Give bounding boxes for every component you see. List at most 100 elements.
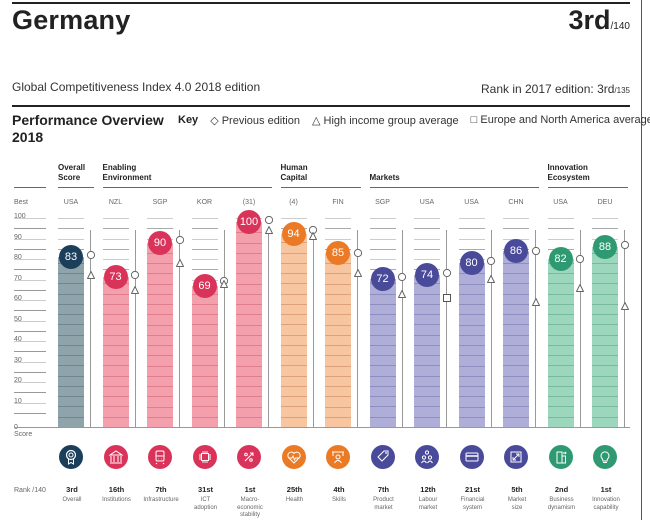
bar-stripe: [369, 416, 396, 418]
bar-stripe: [280, 303, 307, 305]
gridline: [14, 259, 46, 260]
bar-stripe: [369, 303, 396, 305]
bar-stripe: [58, 314, 84, 316]
bar-stripe: [458, 304, 485, 305]
high-income-average-marker: [86, 271, 95, 280]
bar-stripe: [325, 273, 351, 275]
bar-stripe: [503, 396, 529, 398]
bar: [547, 258, 574, 427]
bar-stripe: [236, 263, 262, 264]
legend-key-label: Key: [178, 114, 199, 126]
heart-pillar-badge: [281, 445, 306, 469]
bar-stripe: [102, 303, 129, 305]
gridline: [14, 371, 46, 373]
gridline: [14, 320, 46, 322]
bulb-pillar-badge: [593, 445, 617, 469]
bar-gridline: [147, 228, 173, 229]
group-header: Human Capital: [281, 163, 308, 183]
score-bubble: 74: [415, 263, 439, 288]
bar-stripe: [58, 273, 84, 275]
bar-stripe: [592, 314, 618, 316]
pillar-name-line: Business: [549, 497, 574, 503]
pillar-rank: 21st: [464, 485, 480, 494]
bar-stripe: [102, 344, 129, 346]
bar-stripe: [592, 273, 618, 275]
high-income-average-marker: [264, 226, 273, 235]
y-tick-label: 90: [14, 233, 22, 241]
bar-gridline: [547, 228, 574, 229]
pillar-name-line: economic: [237, 504, 263, 511]
pillar-name: ICT adoption: [184, 497, 228, 512]
bar-stripe: [458, 334, 485, 336]
bar-stripe: [236, 334, 262, 336]
best-performer: (4): [289, 199, 298, 206]
marker-track: [312, 230, 314, 427]
institution-pillar-badge: [103, 445, 128, 469]
bar-stripe: [592, 303, 618, 305]
previous-edition-marker: [442, 269, 451, 278]
award-icon: [65, 449, 77, 465]
bar-stripe: [147, 416, 173, 418]
bar-stripe: [369, 344, 396, 346]
y-tick-label: 20: [14, 377, 22, 384]
pillar-name: Overall: [50, 497, 94, 505]
bar: [325, 252, 351, 427]
bar-gridline: [503, 228, 529, 229]
bar-stripe: [102, 314, 129, 316]
bar-stripe: [369, 375, 396, 377]
bar-stripe: [191, 344, 218, 346]
group-rule: [102, 187, 272, 188]
group-header: Innovation Ecosystem: [548, 163, 590, 183]
bar-stripe: [369, 385, 396, 387]
bar-stripe: [102, 396, 129, 398]
bar-stripe: [325, 324, 351, 326]
bar-stripe: [547, 334, 574, 336]
bar-stripe: [325, 355, 351, 357]
gridline: [14, 300, 46, 301]
teacher-icon: [332, 451, 344, 464]
bar-stripe: [280, 416, 307, 418]
bar: [503, 250, 529, 427]
pillar-name: Business dynamism: [540, 497, 584, 512]
best-performer: USA: [553, 199, 568, 206]
tag-pillar-badge: [370, 445, 395, 469]
high-income-average-marker: [620, 302, 629, 311]
y-tick-label: 70: [14, 274, 22, 282]
score-bubble: 82: [548, 246, 573, 271]
bar-gridline: [414, 218, 440, 219]
bar-stripe: [592, 355, 618, 357]
bar-stripe: [191, 365, 218, 367]
previous-edition-marker: [130, 271, 140, 280]
bar-stripe: [325, 334, 351, 336]
bar-stripe: [592, 293, 618, 295]
previous-edition-marker: [86, 250, 95, 259]
bar-stripe: [58, 324, 84, 326]
bar-stripe: [147, 283, 173, 285]
marker-track: [223, 230, 225, 427]
teacher-pillar-badge: [326, 445, 350, 469]
high-income-average-marker: [220, 279, 228, 288]
bar-stripe: [369, 355, 396, 357]
pillar-rank: 1st: [600, 485, 612, 494]
bar-stripe: [147, 334, 173, 336]
bar-stripe: [191, 396, 218, 398]
bar-stripe: [58, 406, 84, 408]
group-header-line: Human: [280, 163, 308, 172]
pillar-name-line: dynamism: [547, 504, 576, 511]
bar: [280, 234, 307, 427]
bar-stripe: [280, 324, 307, 326]
bar-gridline: [191, 259, 218, 260]
bar-stripe: [191, 385, 218, 387]
group-header-line: Capital: [280, 173, 308, 182]
gridline: [14, 341, 46, 342]
train-pillar-badge: [148, 445, 172, 469]
bar-stripe: [236, 324, 262, 326]
train-icon: [155, 450, 165, 465]
previous-edition-marker: [397, 273, 407, 282]
bar-gridline: [191, 269, 218, 270]
bar-stripe: [325, 416, 351, 418]
bar-stripe: [592, 283, 618, 285]
group-header-line: Score: [58, 173, 81, 182]
group-rule: [369, 187, 539, 188]
bar-gridline: [325, 218, 351, 219]
